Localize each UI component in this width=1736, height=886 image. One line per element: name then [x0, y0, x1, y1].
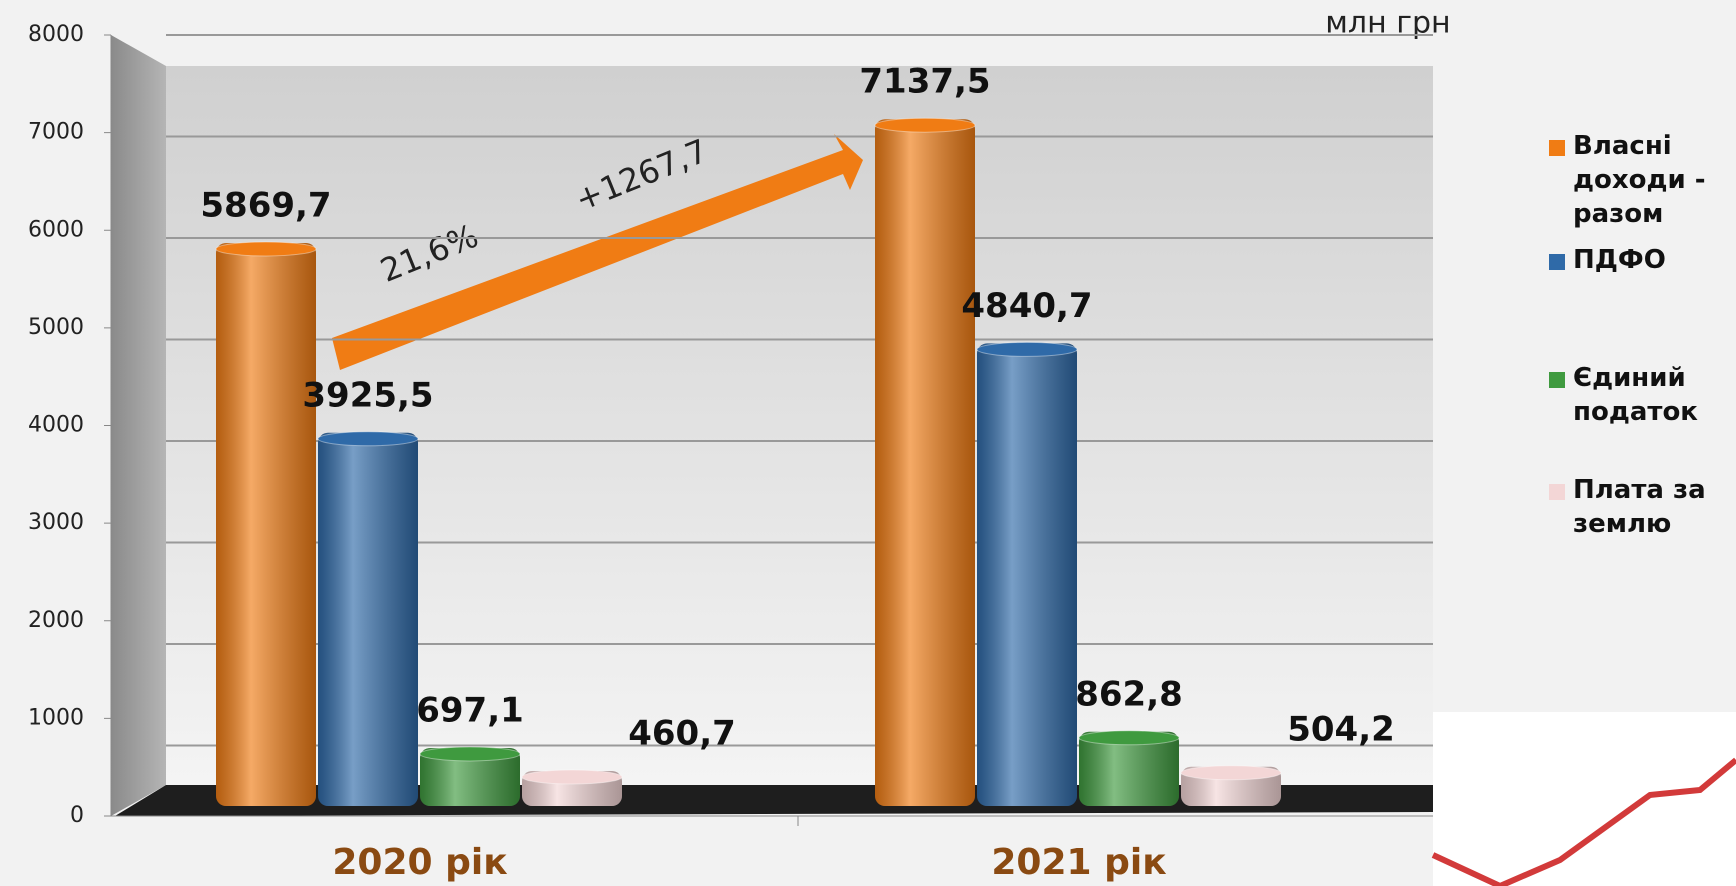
- chart: 21,6% +1267,7 млн грн 010002000300040005…: [0, 0, 1736, 886]
- legend-swatch: [1549, 372, 1565, 388]
- value-label: 4840,7: [961, 286, 1092, 326]
- legend-entry: ПДФО: [1545, 244, 1736, 278]
- y-tick-label: 0: [70, 803, 84, 828]
- y-tick-label: 3000: [28, 510, 84, 535]
- legend-swatch: [1549, 254, 1565, 270]
- x-tick-label: 2021 рік: [991, 842, 1166, 883]
- legend-entry: Єдиний податок: [1545, 362, 1736, 430]
- legend-label: Власні доходи - разом: [1573, 131, 1706, 229]
- bar-cap: [1181, 766, 1281, 780]
- value-label: 460,7: [628, 714, 736, 754]
- bar-shine: [875, 119, 975, 806]
- value-label: 5869,7: [200, 185, 331, 225]
- bar-cap: [522, 770, 622, 784]
- bar-cap: [1079, 731, 1179, 745]
- y-tick-label: 6000: [28, 217, 84, 242]
- bar-cap: [318, 432, 418, 446]
- legend-swatch: [1549, 484, 1565, 500]
- legend-label: Єдиний податок: [1573, 363, 1698, 427]
- y-tick-label: 4000: [28, 413, 84, 438]
- bar-cap: [216, 242, 316, 256]
- y-tick-label: 8000: [28, 22, 84, 47]
- y-tick-label: 7000: [28, 120, 84, 145]
- value-label: 504,2: [1287, 709, 1395, 749]
- value-label: 862,8: [1075, 674, 1183, 714]
- photo: [1433, 712, 1736, 886]
- bar-cap: [875, 118, 975, 132]
- bar-shine: [977, 343, 1077, 806]
- bar-shine: [216, 243, 316, 806]
- value-label: 3925,5: [302, 375, 433, 415]
- value-label: 697,1: [416, 690, 524, 730]
- x-tick-label: 2020 рік: [332, 842, 507, 883]
- side-wall: [111, 35, 166, 816]
- value-label: 7137,5: [859, 62, 990, 102]
- y-tick-label: 5000: [28, 315, 84, 340]
- legend-swatch: [1549, 140, 1565, 156]
- y-tick-label: 2000: [28, 608, 84, 633]
- y-tick-label: 1000: [28, 705, 84, 730]
- legend-entry: Власні доходи - разом: [1545, 130, 1736, 231]
- bar-cap: [420, 747, 520, 761]
- bar-cap: [977, 342, 1077, 356]
- bar-shine: [318, 433, 418, 806]
- legend-entry: Плата за землю: [1545, 474, 1736, 542]
- legend-label: ПДФО: [1573, 245, 1666, 275]
- legend-label: Плата за землю: [1573, 475, 1706, 539]
- page: 21,6% +1267,7 млн грн 010002000300040005…: [0, 0, 1736, 886]
